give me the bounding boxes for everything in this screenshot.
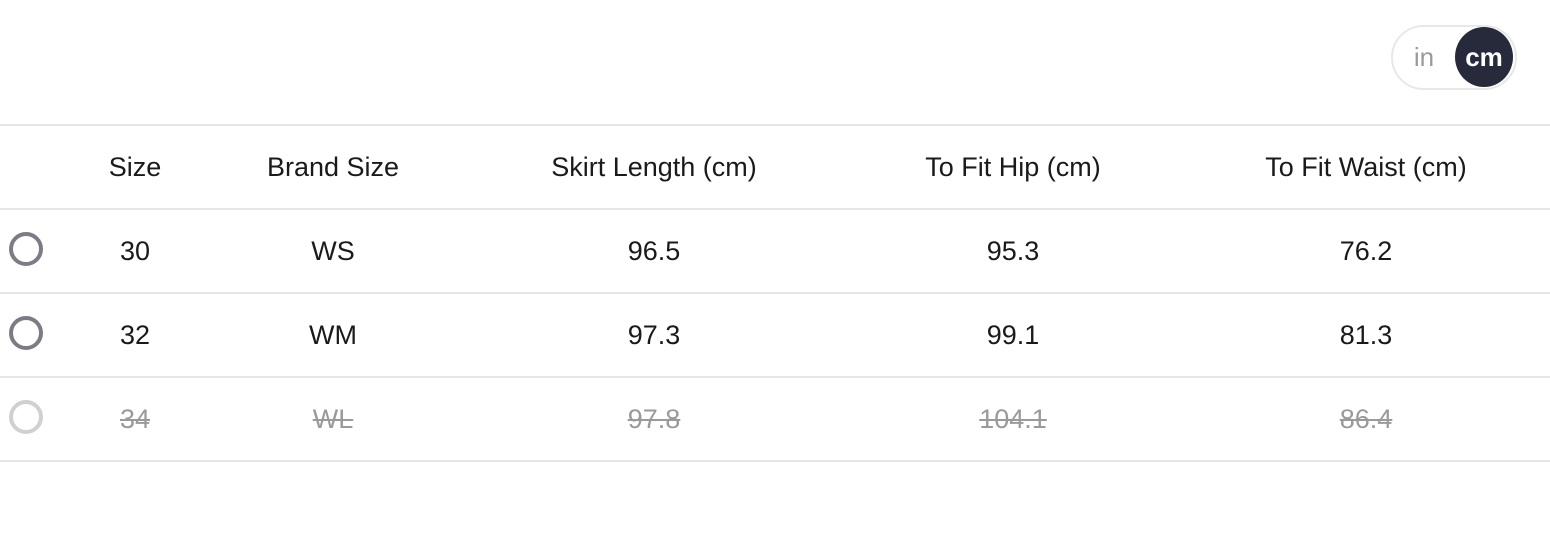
header-skirt-length: Skirt Length (cm) xyxy=(551,152,757,182)
header-size: Size xyxy=(108,152,162,182)
table-row-unavailable: 34 WL 97.8 104.1 86.4 xyxy=(0,376,1550,462)
size-cell: 32 xyxy=(119,320,151,350)
size-radio[interactable] xyxy=(9,232,43,266)
size-cell: 30 xyxy=(119,236,151,266)
waist-cell: 86.4 xyxy=(1339,404,1393,434)
unit-option-in[interactable]: in xyxy=(1413,42,1435,72)
size-cell: 34 xyxy=(119,404,151,434)
hip-cell: 104.1 xyxy=(979,404,1047,434)
skirt-length-cell: 97.8 xyxy=(627,404,681,434)
table-row[interactable]: 32 WM 97.3 99.1 81.3 xyxy=(0,292,1550,376)
brand-size-cell: WS xyxy=(311,236,355,266)
size-radio[interactable] xyxy=(9,316,43,350)
waist-cell: 76.2 xyxy=(1339,236,1393,266)
unit-option-cm[interactable]: cm xyxy=(1455,27,1513,87)
skirt-length-cell: 97.3 xyxy=(627,320,681,350)
size-radio-disabled xyxy=(9,400,43,434)
header-brand-size: Brand Size xyxy=(266,152,400,182)
brand-size-cell: WL xyxy=(312,404,354,434)
unit-toggle: in cm xyxy=(1391,25,1517,90)
skirt-length-cell: 96.5 xyxy=(627,236,681,266)
hip-cell: 95.3 xyxy=(986,236,1040,266)
header-waist: To Fit Waist (cm) xyxy=(1265,152,1467,182)
hip-cell: 99.1 xyxy=(986,320,1040,350)
table-header-row: Size Brand Size Skirt Length (cm) To Fit… xyxy=(0,124,1550,208)
waist-cell: 81.3 xyxy=(1339,320,1393,350)
header-hip: To Fit Hip (cm) xyxy=(925,152,1101,182)
table-row[interactable]: 30 WS 96.5 95.3 76.2 xyxy=(0,208,1550,292)
brand-size-cell: WM xyxy=(309,320,357,350)
